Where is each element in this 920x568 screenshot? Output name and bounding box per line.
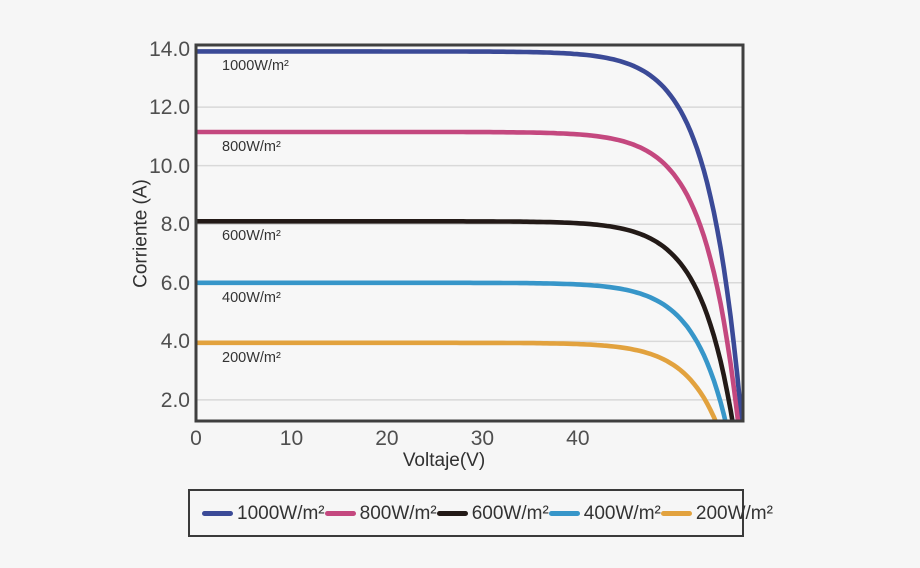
x-tick-label: 40: [566, 427, 590, 450]
legend-label: 200W/m²: [695, 502, 773, 524]
legend-item: 1000W/m²: [202, 504, 325, 523]
iv-curve: [196, 340, 719, 421]
legend-label: 400W/m²: [583, 502, 661, 524]
y-tick-label: 6.0: [160, 271, 190, 295]
curve-label: 800W/m²: [222, 138, 281, 155]
legend-item: 200W/m²: [660, 502, 773, 524]
x-tick-label: 30: [470, 427, 495, 450]
y-tick-label: 10.0: [149, 154, 190, 178]
iv-curve: [196, 49, 743, 421]
legend-item: 600W/m²: [436, 502, 549, 524]
y-tick-label: 2.0: [160, 388, 190, 412]
curve-label: 600W/m²: [222, 228, 281, 245]
curve-label: 200W/m²: [222, 349, 281, 366]
y-axis-title: Corriente (A): [130, 179, 152, 288]
legend: 1000W/m² 800W/m² 600W/m² 400W/m² 200W/m²: [188, 489, 773, 537]
legend-label: 800W/m²: [359, 502, 437, 524]
legend-swatch: [660, 510, 692, 516]
legend-item: 800W/m²: [324, 502, 437, 524]
legend-swatch: [202, 510, 233, 516]
iv-curve: [196, 129, 741, 421]
curve-label: 400W/m²: [222, 289, 281, 306]
y-tick-label: 8.0: [160, 213, 190, 237]
x-axis-title: Voltaje(V): [402, 450, 486, 471]
plot-frame: [194, 43, 745, 423]
legend-swatch: [324, 510, 356, 516]
y-tick-label: 14.0: [149, 37, 190, 61]
legend-label: 1000W/m²: [237, 502, 325, 524]
x-tick-label: 20: [375, 427, 399, 450]
legend-item: 400W/m²: [548, 502, 661, 524]
x-tick-label: 0: [190, 427, 202, 450]
y-tick-label: 12.0: [149, 96, 190, 120]
x-tick-label: 10: [279, 427, 304, 450]
iv-curve: [196, 280, 728, 421]
legend-swatch: [436, 510, 468, 516]
legend-swatch: [548, 510, 580, 516]
legend-label: 600W/m²: [471, 502, 549, 524]
curve-label: 1000W/m²: [222, 58, 289, 75]
iv-curve: [196, 219, 735, 421]
y-tick-label: 4.0: [160, 330, 190, 354]
